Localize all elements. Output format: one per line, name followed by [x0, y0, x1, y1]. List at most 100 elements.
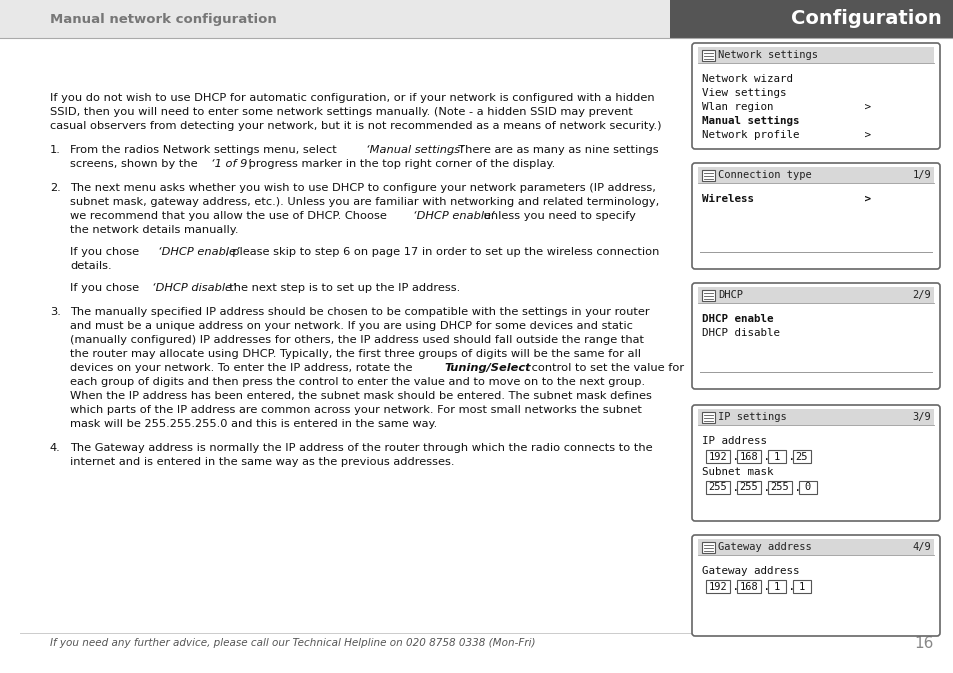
Text: 4.: 4.: [50, 443, 61, 453]
Text: 1: 1: [773, 581, 780, 592]
Text: Wlan region              >: Wlan region >: [701, 102, 870, 112]
FancyBboxPatch shape: [691, 43, 939, 149]
Text: 255: 255: [770, 483, 788, 493]
Text: When the IP address has been entered, the subnet mask should be entered. The sub: When the IP address has been entered, th…: [70, 391, 651, 401]
Text: ‘DHCP enable’: ‘DHCP enable’: [413, 211, 494, 221]
Bar: [737, 580, 760, 593]
Text: 25: 25: [795, 452, 807, 462]
Bar: [698, 47, 933, 63]
Text: 1: 1: [773, 452, 780, 462]
Text: SSID, then you will need to enter some network settings manually. (Note - a hidd: SSID, then you will need to enter some n…: [50, 107, 632, 117]
Text: .: .: [787, 580, 795, 593]
Text: unless you need to specify: unless you need to specify: [479, 211, 636, 221]
Text: View settings: View settings: [701, 88, 785, 98]
Text: Network wizard: Network wizard: [701, 74, 792, 84]
Text: ‘Manual settings’: ‘Manual settings’: [366, 145, 463, 155]
Text: screens, shown by the: screens, shown by the: [70, 159, 201, 169]
Text: The manually specified IP address should be chosen to be compatible with the set: The manually specified IP address should…: [70, 307, 649, 317]
Bar: [799, 481, 816, 494]
Text: Gateway address: Gateway address: [701, 566, 799, 576]
Text: 2.: 2.: [50, 183, 61, 193]
Bar: [698, 539, 933, 555]
Text: .: .: [762, 481, 770, 494]
Bar: [792, 450, 810, 463]
Text: and must be a unique address on your network. If you are using DHCP for some dev: and must be a unique address on your net…: [70, 321, 632, 331]
Text: Wireless                 >: Wireless >: [701, 194, 870, 204]
Text: Network settings: Network settings: [718, 50, 817, 60]
Text: Connection type: Connection type: [718, 170, 811, 180]
Text: 168: 168: [739, 581, 758, 592]
Bar: [767, 481, 791, 494]
Text: devices on your network. To enter the IP address, rotate the: devices on your network. To enter the IP…: [70, 363, 416, 373]
Text: DHCP enable: DHCP enable: [701, 314, 773, 324]
Text: casual observers from detecting your network, but it is not recommended as a mea: casual observers from detecting your net…: [50, 121, 660, 131]
Text: IP settings: IP settings: [718, 412, 786, 422]
Text: ‘DHCP enable’: ‘DHCP enable’: [158, 247, 239, 257]
Text: 16: 16: [914, 635, 933, 651]
Text: DHCP disable: DHCP disable: [701, 328, 780, 338]
Text: mask will be 255.255.255.0 and this is entered in the same way.: mask will be 255.255.255.0 and this is e…: [70, 419, 436, 429]
Text: .: .: [731, 580, 739, 593]
Text: subnet mask, gateway address, etc.). Unless you are familiar with networking and: subnet mask, gateway address, etc.). Unl…: [70, 197, 659, 207]
Text: .: .: [787, 450, 795, 463]
Text: IP address: IP address: [701, 436, 766, 446]
Bar: [698, 287, 933, 303]
Text: 2/9: 2/9: [911, 290, 930, 300]
Text: progress marker in the top right corner of the display.: progress marker in the top right corner …: [245, 159, 555, 169]
Text: If you do not wish to use DHCP for automatic configuration, or if your network i: If you do not wish to use DHCP for autom…: [50, 93, 654, 103]
Bar: [698, 409, 933, 425]
Text: The next menu asks whether you wish to use DHCP to configure your network parame: The next menu asks whether you wish to u…: [70, 183, 656, 193]
Text: 4/9: 4/9: [911, 542, 930, 552]
Bar: [698, 167, 933, 183]
Text: Gateway address: Gateway address: [718, 542, 811, 552]
Text: the next step is to set up the IP address.: the next step is to set up the IP addres…: [222, 283, 459, 293]
Text: 168: 168: [739, 452, 758, 462]
Text: DHCP: DHCP: [718, 290, 742, 300]
Text: details.: details.: [70, 261, 112, 271]
Bar: [767, 450, 785, 463]
FancyBboxPatch shape: [691, 405, 939, 521]
Text: If you need any further advice, please call our Technical Helpline on 020 8758 0: If you need any further advice, please c…: [50, 638, 535, 648]
Text: 255: 255: [739, 483, 758, 493]
Text: 1.: 1.: [50, 145, 61, 155]
Bar: [701, 542, 714, 553]
Text: If you chose: If you chose: [70, 283, 143, 293]
Text: . There are as many as nine settings: . There are as many as nine settings: [451, 145, 658, 155]
Text: 3.: 3.: [50, 307, 61, 317]
Text: Manual network configuration: Manual network configuration: [50, 13, 276, 26]
FancyBboxPatch shape: [691, 163, 939, 269]
Text: .: .: [762, 580, 770, 593]
Bar: [705, 450, 729, 463]
Bar: [737, 450, 760, 463]
Text: 0: 0: [804, 483, 810, 493]
Bar: [701, 50, 714, 61]
Text: we recommend that you allow the use of DHCP. Choose: we recommend that you allow the use of D…: [70, 211, 390, 221]
Text: If you chose: If you chose: [70, 247, 146, 257]
Text: which parts of the IP address are common across your network. For most small net: which parts of the IP address are common…: [70, 405, 641, 415]
Text: 192: 192: [708, 581, 726, 592]
Text: internet and is entered in the same way as the previous addresses.: internet and is entered in the same way …: [70, 457, 454, 467]
Bar: [701, 290, 714, 301]
FancyBboxPatch shape: [691, 283, 939, 389]
Text: 1/9: 1/9: [911, 170, 930, 180]
Bar: [705, 481, 729, 494]
Text: .: .: [731, 450, 739, 463]
Text: each group of digits and then press the control to enter the value and to move o: each group of digits and then press the …: [70, 377, 644, 387]
Bar: [701, 412, 714, 423]
Text: Subnet mask: Subnet mask: [701, 467, 773, 477]
Text: 255: 255: [708, 483, 726, 493]
Text: Manual settings: Manual settings: [701, 116, 799, 126]
Text: (manually configured) IP addresses for others, the IP address used should fall o: (manually configured) IP addresses for o…: [70, 335, 643, 345]
Text: ‘1 of 9’: ‘1 of 9’: [211, 159, 251, 169]
Text: Network profile          >: Network profile >: [701, 130, 870, 140]
Bar: [701, 170, 714, 181]
Bar: [669, 0, 953, 38]
Bar: [0, 0, 669, 38]
Text: the router may allocate using DHCP. Typically, the first three groups of digits : the router may allocate using DHCP. Typi…: [70, 349, 640, 359]
Bar: [792, 580, 810, 593]
Bar: [705, 580, 729, 593]
Text: the network details manually.: the network details manually.: [70, 225, 238, 235]
Text: , please skip to step 6 on page 17 in order to set up the wireless connection: , please skip to step 6 on page 17 in or…: [225, 247, 659, 257]
FancyBboxPatch shape: [691, 535, 939, 636]
Text: Configuration: Configuration: [790, 9, 941, 28]
